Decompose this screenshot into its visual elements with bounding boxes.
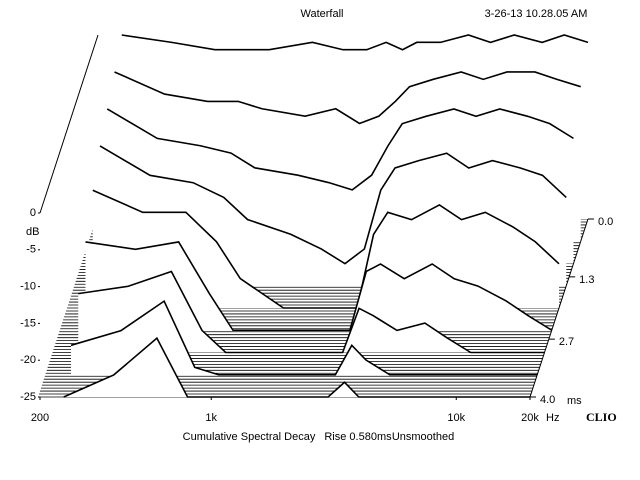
brand: CLIO — [586, 410, 617, 424]
slice-fill — [85, 241, 552, 331]
slice-line — [99, 145, 567, 265]
y-tick-label: -5 — [26, 244, 36, 256]
z-tick-label: 1.3 — [579, 274, 594, 286]
timestamp: 3-26-13 10.28.05 AM — [485, 8, 588, 20]
chart-title: Waterfall — [301, 8, 344, 20]
y-tick-label: -20 — [20, 354, 36, 366]
x-tick-label: 200 — [31, 412, 49, 424]
x-tick-label: 1k — [205, 412, 217, 424]
caption: Unsmoothed — [392, 431, 454, 443]
y-tick-label: -10 — [20, 281, 36, 293]
y-axis-label: dB — [26, 226, 39, 238]
slice-line — [106, 108, 574, 191]
y-tick-label: 0 — [30, 207, 36, 219]
slice-line — [121, 34, 589, 51]
caption: Rise 0.580ms — [324, 431, 392, 443]
slice-fill — [70, 301, 538, 375]
slice-line — [114, 71, 581, 125]
frame-edge — [529, 218, 589, 398]
z-tick-label: 2.7 — [559, 336, 574, 348]
x-tick-label: 10k — [447, 412, 465, 424]
z-unit: ms — [567, 395, 582, 407]
slice-line — [70, 299, 538, 376]
z-tick-label: 4.0 — [540, 394, 555, 406]
y-tick-label: -25 — [20, 391, 36, 403]
z-tick-label: 0.0 — [598, 216, 613, 228]
slice-line — [85, 241, 553, 332]
slices — [63, 34, 589, 398]
slice-fill — [78, 271, 545, 353]
slice-fill — [63, 338, 531, 397]
y-tick-label: -15 — [20, 317, 36, 329]
x-tick-label: 20k — [521, 412, 539, 424]
caption: Cumulative Spectral Decay — [183, 431, 316, 443]
frame-edge — [39, 34, 99, 214]
slice-line — [92, 189, 560, 309]
x-unit: Hz — [546, 412, 559, 424]
slice-line — [78, 270, 545, 354]
slice-line — [63, 336, 530, 398]
